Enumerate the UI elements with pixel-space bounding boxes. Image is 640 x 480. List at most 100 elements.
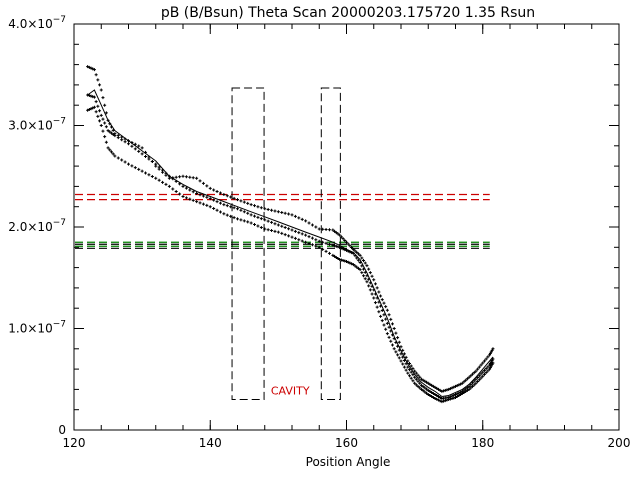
data-point (98, 119, 102, 123)
data-point (373, 301, 377, 305)
data-point (232, 216, 236, 220)
data-point (120, 158, 124, 162)
data-point (436, 387, 440, 391)
data-point (382, 323, 386, 327)
data-point (431, 396, 435, 400)
data-point (481, 370, 485, 374)
data-point (208, 205, 212, 209)
data-point (408, 362, 412, 366)
data-point (343, 259, 347, 263)
data-point (353, 254, 357, 258)
data-point (263, 218, 267, 222)
data-point (130, 144, 134, 148)
data-point (144, 154, 148, 158)
data-series (86, 65, 495, 404)
data-point (307, 221, 311, 225)
data-point (229, 205, 233, 209)
data-point (488, 363, 492, 367)
data-point (290, 228, 294, 232)
y-tick-label: 0 (58, 423, 66, 437)
data-point (442, 389, 446, 393)
data-point (389, 339, 393, 343)
data-point (86, 65, 90, 69)
data-point (365, 280, 369, 284)
data-point (96, 104, 100, 108)
data-point (452, 385, 456, 389)
data-point (477, 374, 481, 378)
data-point (253, 222, 257, 226)
data-point (419, 383, 423, 387)
data-point (212, 198, 216, 202)
data-point (188, 188, 192, 192)
y-tick-label: 2.0×10−7 (8, 218, 66, 234)
data-point (188, 197, 192, 201)
data-point (452, 396, 456, 400)
data-point (459, 382, 463, 386)
data-point (314, 244, 318, 248)
data-point (404, 368, 408, 372)
data-point (283, 226, 287, 230)
data-point (387, 335, 391, 339)
data-point (246, 211, 250, 215)
data-point (435, 397, 439, 401)
data-point (222, 193, 226, 197)
data-point (450, 394, 454, 398)
cavity-regions (231, 87, 341, 401)
data-point (348, 261, 352, 265)
plot-border (73, 23, 620, 431)
y-axis: 01.0×10−72.0×10−73.0×10−74.0×10−7 (8, 15, 619, 437)
data-point (474, 369, 478, 373)
data-point (409, 364, 413, 368)
data-point (356, 252, 360, 256)
y-tick-exponent: −7 (53, 320, 66, 330)
data-point (460, 391, 464, 395)
data-point (300, 239, 304, 243)
data-point (455, 395, 459, 399)
data-point (414, 371, 418, 375)
data-point (373, 282, 377, 286)
data-point (133, 147, 137, 151)
data-point (428, 393, 432, 397)
data-point (390, 343, 394, 347)
data-point (103, 121, 107, 125)
data-point (353, 249, 357, 253)
data-point (174, 179, 178, 183)
data-point (184, 186, 188, 190)
data-point (488, 353, 492, 357)
x-tick-label: 120 (63, 436, 86, 450)
data-point (157, 165, 161, 169)
data-point (283, 233, 287, 237)
x-tick-label: 200 (608, 436, 631, 450)
data-point (157, 178, 161, 182)
data-point (259, 217, 263, 221)
data-point (218, 210, 222, 214)
data-point (379, 314, 383, 318)
data-point (397, 356, 401, 360)
data-point (419, 387, 423, 391)
data-point (406, 365, 410, 369)
data-point (372, 278, 376, 282)
data-point (346, 249, 350, 253)
data-point (481, 361, 485, 365)
data-point (195, 200, 199, 204)
data-point (307, 241, 311, 245)
data-point (140, 169, 144, 173)
data-point (356, 258, 360, 262)
data-point (236, 207, 239, 211)
data-point (377, 300, 381, 304)
data-point (191, 176, 195, 180)
data-point (418, 386, 422, 390)
data-point (321, 227, 325, 231)
data-point (140, 152, 144, 156)
data-point (464, 389, 468, 393)
data-point (133, 166, 137, 170)
data-point (474, 377, 478, 381)
data-point (343, 238, 347, 242)
data-point (489, 350, 493, 354)
data-point (242, 219, 246, 223)
data-point (472, 379, 476, 383)
data-point (416, 384, 420, 388)
data-point (304, 219, 308, 223)
data-point (229, 214, 233, 218)
data-point (334, 255, 338, 259)
